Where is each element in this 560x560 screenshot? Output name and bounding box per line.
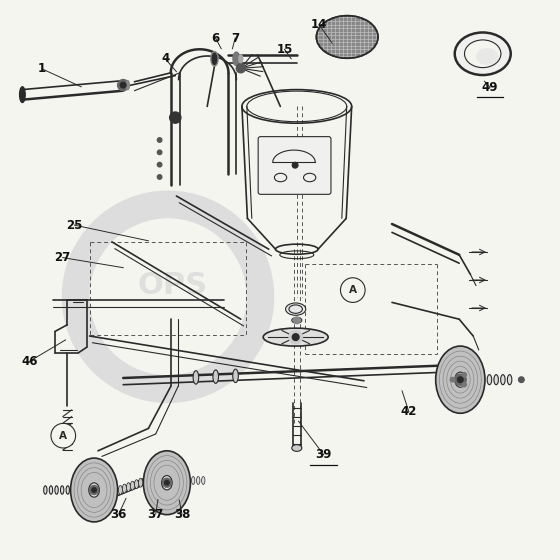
Ellipse shape	[143, 451, 190, 515]
Text: 49: 49	[482, 81, 498, 94]
Ellipse shape	[20, 87, 25, 102]
Text: 14: 14	[311, 18, 328, 31]
Ellipse shape	[202, 477, 205, 484]
Circle shape	[165, 480, 169, 485]
Circle shape	[157, 138, 162, 142]
Ellipse shape	[316, 16, 378, 58]
Ellipse shape	[233, 369, 239, 382]
Text: 4: 4	[161, 52, 169, 66]
Ellipse shape	[71, 458, 118, 522]
Text: A: A	[349, 285, 357, 295]
Ellipse shape	[60, 486, 64, 494]
Ellipse shape	[55, 486, 58, 494]
Ellipse shape	[233, 52, 240, 66]
Ellipse shape	[192, 477, 195, 484]
Ellipse shape	[292, 318, 302, 323]
Circle shape	[289, 330, 302, 344]
Ellipse shape	[197, 477, 200, 484]
Text: 42: 42	[400, 405, 417, 418]
Text: 25: 25	[66, 218, 83, 232]
Ellipse shape	[127, 483, 130, 492]
Ellipse shape	[119, 486, 123, 494]
FancyBboxPatch shape	[258, 137, 331, 194]
Ellipse shape	[263, 328, 328, 346]
Circle shape	[157, 150, 162, 155]
Text: 1: 1	[38, 62, 46, 76]
Text: A: A	[59, 431, 67, 441]
Ellipse shape	[126, 81, 129, 90]
Circle shape	[455, 374, 466, 385]
Ellipse shape	[213, 370, 218, 384]
Circle shape	[51, 423, 76, 448]
Circle shape	[340, 278, 365, 302]
Text: 39: 39	[315, 448, 332, 461]
Ellipse shape	[436, 346, 485, 413]
Ellipse shape	[139, 478, 143, 487]
Ellipse shape	[455, 32, 511, 75]
Ellipse shape	[44, 486, 47, 494]
Circle shape	[162, 478, 171, 487]
Ellipse shape	[501, 375, 505, 385]
Circle shape	[92, 488, 96, 492]
Text: 38: 38	[174, 507, 190, 521]
Ellipse shape	[123, 484, 127, 493]
Text: 37: 37	[147, 507, 164, 521]
Text: 27: 27	[54, 251, 71, 264]
Ellipse shape	[211, 52, 218, 66]
Circle shape	[293, 317, 300, 324]
Ellipse shape	[239, 55, 243, 63]
Ellipse shape	[507, 375, 512, 385]
Text: 36: 36	[110, 507, 127, 521]
Ellipse shape	[455, 372, 466, 388]
Ellipse shape	[212, 53, 217, 64]
Ellipse shape	[286, 303, 306, 315]
Circle shape	[118, 80, 129, 91]
Ellipse shape	[134, 480, 138, 489]
Circle shape	[236, 64, 245, 73]
Text: 7: 7	[231, 31, 239, 45]
Circle shape	[157, 162, 162, 167]
Ellipse shape	[494, 375, 498, 385]
Circle shape	[90, 486, 99, 494]
Ellipse shape	[292, 445, 302, 451]
Ellipse shape	[89, 483, 99, 497]
Ellipse shape	[130, 481, 134, 490]
Circle shape	[519, 377, 524, 382]
Circle shape	[170, 112, 181, 123]
Circle shape	[462, 382, 466, 387]
Ellipse shape	[66, 486, 69, 494]
Text: OPS: OPS	[137, 271, 207, 300]
Ellipse shape	[162, 475, 172, 490]
Ellipse shape	[49, 486, 53, 494]
Ellipse shape	[487, 375, 492, 385]
Text: 46: 46	[21, 354, 38, 368]
Circle shape	[292, 162, 298, 168]
Circle shape	[450, 377, 455, 382]
Circle shape	[458, 377, 463, 382]
Circle shape	[462, 372, 466, 377]
Ellipse shape	[476, 48, 498, 65]
Text: 6: 6	[212, 31, 220, 45]
Circle shape	[157, 175, 162, 179]
Text: 15: 15	[276, 43, 293, 56]
Circle shape	[292, 334, 299, 340]
Ellipse shape	[465, 40, 501, 68]
Circle shape	[120, 82, 126, 88]
Ellipse shape	[193, 371, 199, 384]
